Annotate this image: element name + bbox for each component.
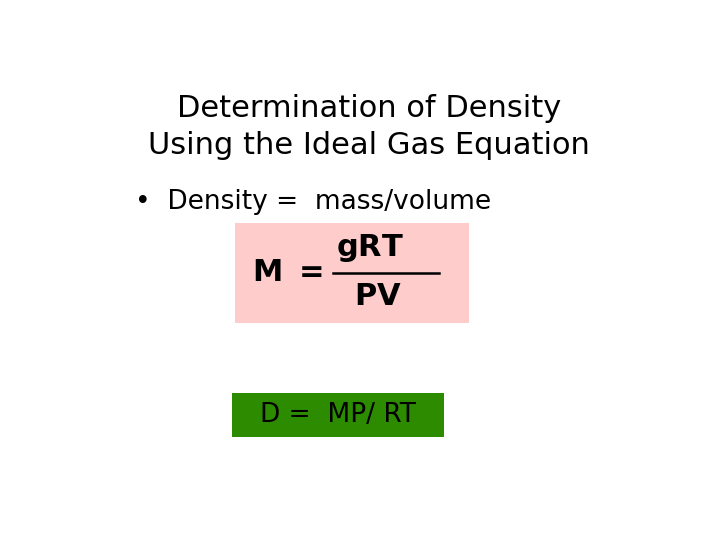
- Text: $\mathbf{M\ =}$: $\mathbf{M\ =}$: [252, 257, 323, 288]
- Text: •  Density =  mass/volume: • Density = mass/volume: [135, 189, 491, 215]
- FancyBboxPatch shape: [235, 223, 469, 322]
- Text: $\mathbf{PV}$: $\mathbf{PV}$: [354, 281, 402, 312]
- FancyBboxPatch shape: [233, 393, 444, 437]
- Text: D =  MP/ RT: D = MP/ RT: [261, 402, 416, 428]
- Text: $\mathbf{gRT}$: $\mathbf{gRT}$: [336, 232, 403, 264]
- Text: Determination of Density
Using the Ideal Gas Equation: Determination of Density Using the Ideal…: [148, 94, 590, 160]
